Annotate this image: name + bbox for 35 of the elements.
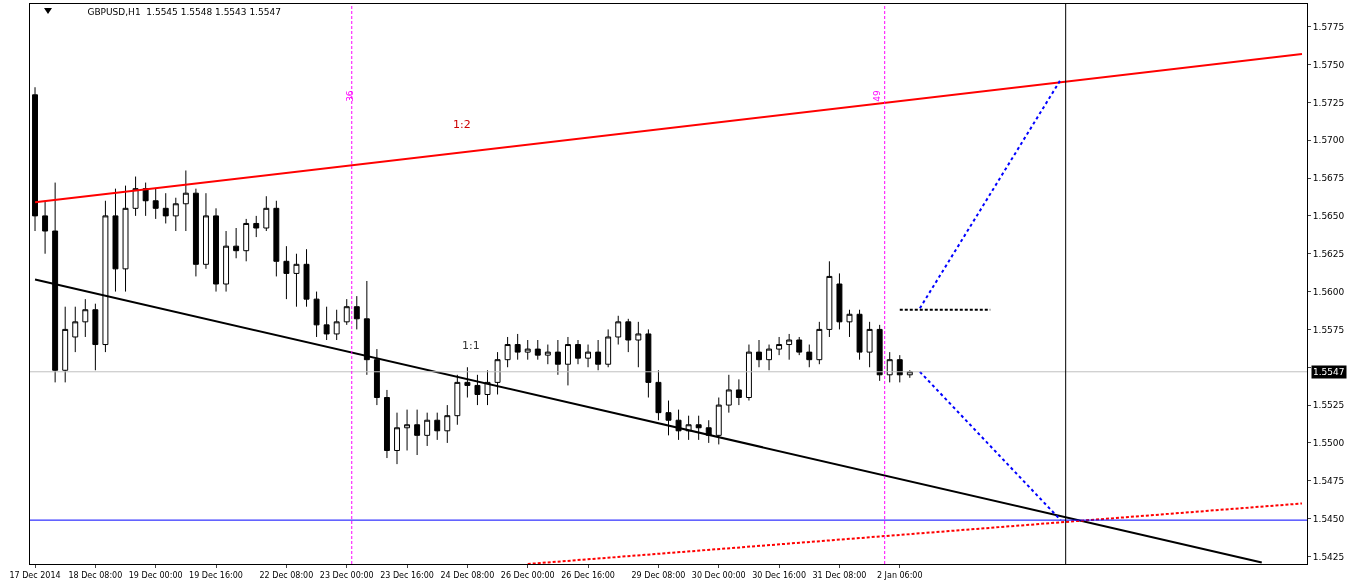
x-tick-label: 17 Dec 2014 <box>9 570 61 580</box>
y-tick-label: 1.5500 <box>1312 438 1345 449</box>
annotation: 36 <box>344 90 355 102</box>
chart-title: GBPUSD,H1 1.5545 1.5548 1.5543 1.5547 <box>87 7 281 18</box>
x-tick-label: 24 Dec 08:00 <box>440 570 495 580</box>
y-tick-label: 1.5425 <box>1312 551 1345 562</box>
x-tick-label: 30 Dec 00:00 <box>691 570 746 580</box>
x-tick-label: 29 Dec 08:00 <box>631 570 686 580</box>
annotation: 1:1 <box>462 339 480 352</box>
y-tick-label: 1.5700 <box>1312 135 1345 146</box>
x-tick-label: 26 Dec 00:00 <box>500 570 555 580</box>
y-tick-label: 1.5750 <box>1312 59 1345 70</box>
y-tick-label: 1.5675 <box>1312 173 1345 184</box>
annotation: 1:2 <box>453 118 471 131</box>
x-tick-label: 31 Dec 08:00 <box>812 570 867 580</box>
x-tick-label: 19 Dec 00:00 <box>128 570 183 580</box>
annotation: 49 <box>871 89 882 102</box>
x-tick-label: 22 Dec 08:00 <box>259 570 314 580</box>
x-tick-label: 23 Dec 00:00 <box>319 570 374 580</box>
y-tick-label: 1.5525 <box>1312 400 1345 411</box>
x-tick-label: 23 Dec 16:00 <box>380 570 434 580</box>
x-tick-label: 18 Dec 08:00 <box>68 570 123 580</box>
y-tick-label: 1.5450 <box>1312 513 1345 524</box>
y-tick-label: 1.5475 <box>1312 475 1345 486</box>
y-tick-label: 1.5600 <box>1312 286 1345 297</box>
y-tick-label: 1.5775 <box>1312 21 1345 32</box>
ref-line-label: 1.5547 <box>1313 367 1345 377</box>
y-tick-label: 1.5650 <box>1312 211 1345 222</box>
x-tick-label: 19 Dec 16:00 <box>189 570 243 580</box>
x-tick-label: 30 Dec 16:00 <box>752 570 807 580</box>
x-tick-label: 2 Jan 06:00 <box>876 570 923 580</box>
x-tick-label: 26 Dec 16:00 <box>561 570 615 580</box>
y-tick-label: 1.5725 <box>1312 97 1345 108</box>
y-tick-label: 1.5625 <box>1312 248 1345 259</box>
y-tick-label: 1.5575 <box>1312 324 1345 335</box>
